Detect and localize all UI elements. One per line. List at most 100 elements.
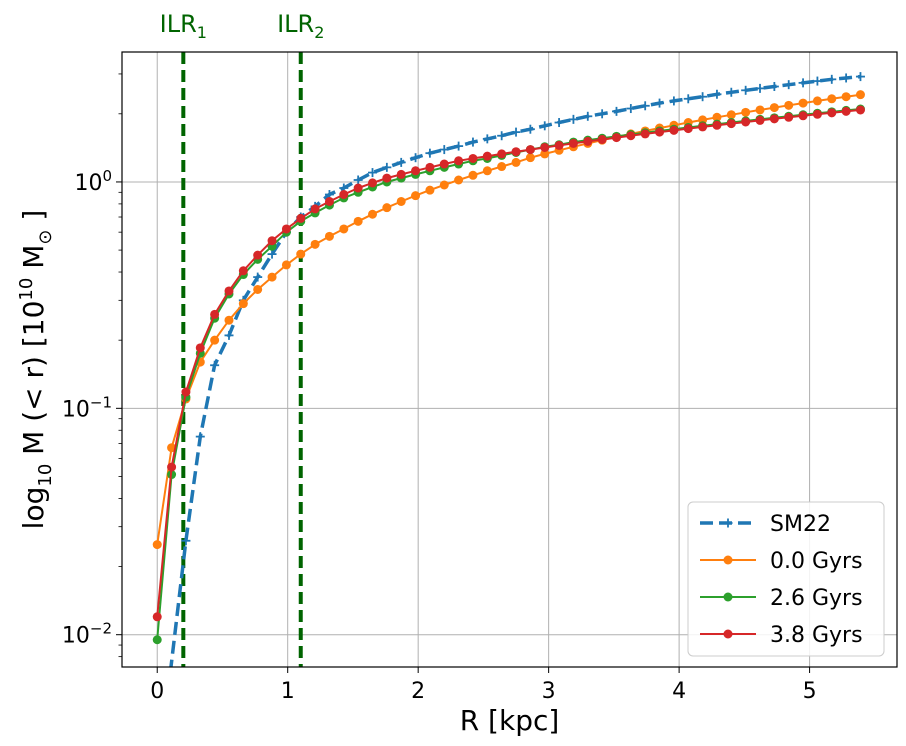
ticks-layer: 0 1 2 3 4 5 10−2 10−1 100 — [62, 73, 817, 704]
data-point — [411, 153, 421, 163]
data-point — [238, 299, 248, 309]
data-point — [195, 343, 205, 353]
data-point — [511, 157, 521, 167]
data-point — [525, 124, 535, 134]
data-point — [353, 216, 363, 226]
legend-box — [687, 501, 885, 657]
data-point — [152, 540, 162, 550]
data-point — [152, 612, 162, 622]
data-point — [841, 92, 851, 102]
data-point — [784, 100, 794, 110]
data-point — [669, 96, 679, 106]
data-point — [152, 635, 162, 645]
data-point — [741, 117, 751, 127]
data-point — [238, 266, 248, 276]
series-0-0-gyrs — [152, 90, 865, 550]
x-tick-label: 0 — [150, 679, 164, 704]
data-point — [655, 127, 665, 137]
data-point — [511, 127, 521, 137]
data-point — [769, 82, 779, 92]
data-point — [583, 136, 593, 146]
data-point — [723, 629, 733, 639]
data-point — [841, 106, 851, 116]
data-point — [382, 162, 392, 172]
data-point — [812, 76, 822, 86]
data-point — [482, 151, 492, 161]
data-point — [396, 169, 406, 179]
y-axis-title: log10 M (< r) [1010 M⊙ ] — [16, 210, 56, 530]
data-point — [224, 286, 234, 296]
data-point — [626, 104, 636, 114]
data-point — [784, 80, 794, 90]
data-point — [267, 236, 277, 246]
data-point — [655, 98, 665, 108]
data-point — [525, 145, 535, 155]
series-3-8-gyrs — [152, 105, 865, 622]
data-point — [827, 94, 837, 104]
data-point — [353, 183, 363, 193]
data-point — [482, 166, 492, 176]
data-point — [726, 119, 736, 129]
data-point — [769, 114, 779, 124]
data-point — [683, 124, 693, 134]
data-point — [324, 196, 334, 206]
x-axis-title: R [kpc] — [460, 704, 560, 737]
plot-frame — [121, 51, 898, 668]
data-point — [712, 89, 722, 99]
data-point — [841, 73, 851, 83]
data-point — [181, 536, 191, 546]
series-line — [156, 93, 861, 545]
data-point — [755, 83, 765, 93]
data-point — [396, 157, 406, 167]
data-point — [310, 239, 320, 249]
data-point — [353, 175, 363, 185]
data-point — [181, 387, 191, 397]
data-point — [798, 98, 808, 108]
data-point — [166, 668, 175, 677]
data-point — [482, 134, 492, 144]
data-point — [784, 112, 794, 122]
data-point — [382, 173, 392, 183]
data-point — [411, 191, 421, 201]
legend-entry: 2.6 Gyrs — [700, 586, 863, 611]
data-point — [698, 122, 708, 132]
data-point — [454, 156, 464, 166]
data-point — [683, 94, 693, 104]
data-point — [454, 175, 464, 185]
data-point — [310, 204, 320, 214]
data-point — [525, 153, 535, 163]
data-point — [855, 72, 865, 82]
data-point — [568, 138, 578, 148]
x-tick-label: 4 — [672, 679, 686, 704]
data-point — [540, 149, 550, 159]
data-point — [712, 120, 722, 130]
data-point — [583, 111, 593, 121]
data-point — [723, 592, 733, 602]
data-point — [468, 170, 478, 180]
data-point — [253, 284, 263, 294]
data-point — [468, 153, 478, 163]
data-point — [698, 92, 708, 102]
data-point — [167, 462, 177, 472]
data-point — [827, 108, 837, 118]
data-point — [224, 315, 234, 325]
data-point — [726, 110, 736, 120]
data-point — [425, 185, 435, 195]
x-tick-label: 3 — [542, 679, 556, 704]
data-point — [611, 133, 621, 143]
ilr-label: ILR1 — [160, 10, 207, 42]
data-point — [253, 272, 263, 282]
data-point — [741, 107, 751, 117]
data-point — [669, 125, 679, 135]
y-tick-label: 10−1 — [62, 393, 112, 422]
data-point — [855, 90, 865, 100]
x-tick-label: 1 — [281, 679, 295, 704]
data-point — [540, 142, 550, 152]
data-point — [726, 87, 736, 97]
data-point — [253, 250, 263, 260]
data-point — [855, 105, 865, 115]
data-point — [224, 330, 234, 340]
data-point — [497, 162, 507, 172]
data-point — [827, 74, 837, 84]
